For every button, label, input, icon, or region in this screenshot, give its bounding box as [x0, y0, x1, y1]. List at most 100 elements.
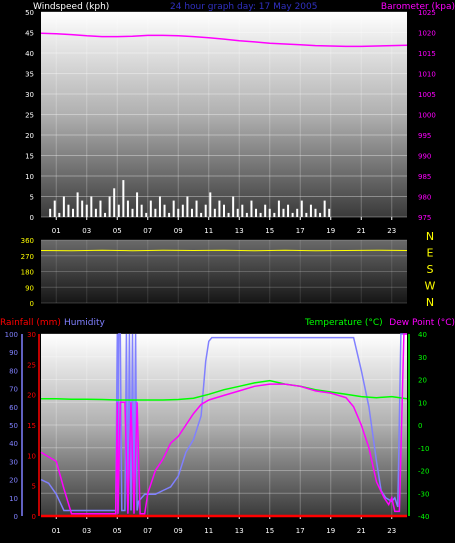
windspeed-bar [277, 200, 280, 217]
windspeed-bar [122, 180, 125, 217]
temperature-y-tick-label: -40 [418, 513, 429, 521]
rainfall-legend: Rainfall (mm) [0, 318, 61, 328]
windspeed-bar [287, 204, 290, 217]
windspeed-bar [72, 208, 75, 217]
windspeed-bar [227, 212, 230, 217]
wind-y-tick-label: 25 [25, 112, 34, 120]
windspeed-bar [300, 200, 303, 217]
windspeed-bar [241, 204, 244, 217]
windspeed-bar [85, 204, 88, 217]
x-tick-label: 21 [357, 527, 366, 535]
wind-y-ticks: 0 5 10 15 20 25 30 35 40 45 50 [25, 9, 34, 222]
windspeed-bar [255, 208, 258, 217]
temperature-y-tick-label: -20 [418, 468, 429, 476]
windspeed-bar [58, 212, 61, 217]
windspeed-bar [168, 212, 171, 217]
windspeed-bar [53, 200, 56, 217]
barometer-y-ticks: 975 980 985 990 995 1000 1005 1010 1015 1020 1025 [418, 9, 436, 222]
humidity-y-tick-label: 80 [9, 367, 18, 375]
windspeed-bar [314, 208, 317, 217]
windspeed-bar [186, 196, 189, 217]
x-tick-label: 07 [143, 527, 152, 535]
direction-y-tick-label: 270 [21, 253, 34, 261]
rainfall-y-tick-label: 20 [27, 392, 36, 400]
x-tick-label: 03 [82, 227, 91, 235]
direction-y-tick-label: 180 [21, 269, 34, 277]
compass-label: N [426, 230, 434, 243]
temperature-line [41, 379, 408, 401]
humidity-y-tick-label: 30 [9, 458, 18, 466]
windspeed-bar [195, 200, 198, 217]
direction-y-tick-label: 90 [25, 284, 34, 292]
time-x-ticks: 01 03 05 07 09 11 13 15 17 19 21 23 [52, 516, 396, 535]
windspeed-bar [49, 208, 52, 217]
windspeed-bar [136, 192, 139, 217]
windspeed-bar [204, 204, 207, 217]
rainfall-y-tick-label: 15 [27, 422, 36, 430]
windspeed-bar [181, 204, 184, 217]
windspeed-bar [177, 208, 180, 217]
wind-y-tick-label: 5 [30, 194, 34, 202]
wind-direction-line [40, 249, 408, 252]
temp-humidity-panel: Rainfall (mm) Humidity Temperature (°C) … [0, 318, 455, 535]
wind-barometer-panel: Windspeed (kph) 24 hour graph day: 17 Ma… [25, 2, 455, 235]
barometer-y-tick-label: 1000 [418, 112, 436, 120]
windspeed-bar [296, 208, 299, 217]
x-tick-label: 23 [387, 227, 396, 235]
wind-y-tick-label: 20 [25, 132, 34, 140]
chart-title: 24 hour graph day: 17 May 2005 [170, 2, 317, 12]
x-tick-label: 07 [143, 227, 152, 235]
windspeed-bar [90, 196, 93, 217]
x-tick-label: 17 [296, 527, 305, 535]
humidity-y-tick-label: 20 [9, 477, 18, 485]
x-tick-label: 17 [296, 227, 305, 235]
humidity-y-tick-label: 0 [14, 513, 18, 521]
windspeed-bar [319, 212, 322, 217]
humidity-y-tick-label: 90 [9, 349, 18, 357]
temperature-legend: Temperature (°C) [304, 318, 383, 328]
compass-label: W [425, 280, 436, 293]
rainfall-y-ticks: 0 5 10 15 20 25 30 [27, 331, 36, 521]
windspeed-bar [328, 208, 331, 217]
x-tick-label: 05 [113, 527, 122, 535]
rainfall-y-tick-label: 10 [27, 452, 36, 460]
humidity-legend: Humidity [64, 318, 105, 328]
wind-y-tick-label: 10 [25, 173, 34, 181]
windspeed-bar [232, 196, 235, 217]
windspeed-bar [145, 212, 148, 217]
wind-y-tick-label: 30 [25, 91, 34, 99]
windspeed-bar [323, 200, 326, 217]
wind-y-tick-label: 50 [25, 9, 34, 17]
x-tick-label: 09 [174, 227, 183, 235]
plot-area-temp [41, 334, 407, 516]
x-tick-label: 03 [82, 527, 91, 535]
windspeed-bar [140, 204, 143, 217]
temperature-y-tick-label: 0 [418, 422, 422, 430]
x-tick-label: 19 [326, 527, 335, 535]
windspeed-bars [49, 180, 331, 217]
windspeed-bar [99, 200, 102, 217]
humidity-y-tick-label: 70 [9, 386, 18, 394]
windspeed-bar [213, 208, 216, 217]
barometer-y-tick-label: 975 [418, 214, 431, 222]
windspeed-bar [172, 200, 175, 217]
barometer-y-tick-label: 990 [418, 153, 431, 161]
windspeed-bar [113, 188, 116, 217]
temperature-y-tick-label: 30 [418, 354, 427, 362]
windspeed-bar [291, 212, 294, 217]
compass-label: S [427, 263, 434, 276]
dewpoint-legend: Dew Point (°C) [389, 318, 455, 328]
barometer-line [40, 32, 408, 48]
barometer-y-tick-label: 1010 [418, 71, 436, 79]
x-tick-label: 01 [52, 527, 61, 535]
temperature-y-tick-label: -30 [418, 490, 429, 498]
rainfall-y-tick-label: 25 [27, 361, 36, 369]
wind-axis-label: Windspeed (kph) [33, 2, 109, 12]
wind-y-tick-label: 0 [30, 214, 34, 222]
windspeed-bar [209, 192, 212, 217]
rainfall-y-tick-label: 0 [32, 513, 36, 521]
windspeed-bar [223, 204, 225, 217]
